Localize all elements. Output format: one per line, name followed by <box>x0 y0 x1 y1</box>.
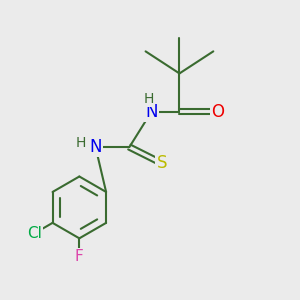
Text: O: O <box>211 103 224 121</box>
Text: H: H <box>144 92 154 106</box>
Text: N: N <box>145 103 158 121</box>
Text: N: N <box>89 138 102 156</box>
Text: H: H <box>76 136 86 150</box>
Text: Cl: Cl <box>27 226 42 241</box>
Text: F: F <box>75 249 84 264</box>
Text: S: S <box>157 154 167 172</box>
